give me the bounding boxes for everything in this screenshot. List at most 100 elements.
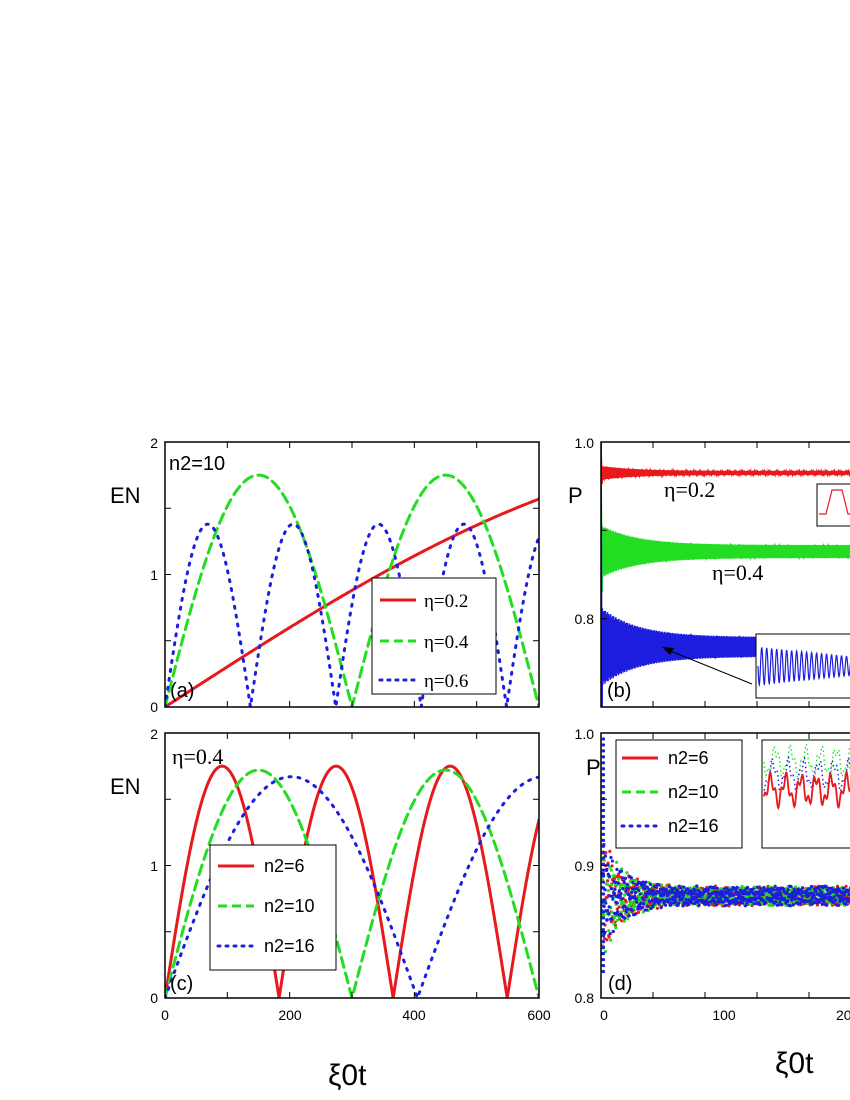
point-d-2 — [773, 884, 777, 888]
point-d-2 — [601, 952, 606, 956]
point-d-2 — [646, 904, 650, 909]
point-d-2 — [734, 888, 738, 892]
point-d-2 — [721, 900, 726, 904]
point-d-2 — [686, 887, 690, 891]
panel-d-xtick-2: 20 — [836, 1007, 850, 1023]
panel-a: 0 1 2 EN n2=10 (a) η=0.2 η=0.4 η=0.6 — [110, 435, 540, 715]
series-b-1 — [601, 442, 850, 593]
point-d-2 — [633, 894, 637, 898]
point-d-2 — [726, 897, 730, 901]
point-d-2 — [809, 884, 814, 889]
point-d-2 — [722, 887, 726, 891]
point-d-2 — [846, 889, 850, 893]
point-d-2 — [601, 826, 606, 831]
point-d-2 — [601, 832, 606, 836]
point-d-2 — [772, 888, 776, 892]
point-d-0 — [606, 879, 610, 883]
point-d-2 — [601, 791, 606, 795]
panel-d-xtick-1: 100 — [712, 1007, 736, 1023]
point-d-2 — [601, 808, 606, 813]
point-d-2 — [732, 893, 736, 897]
point-d-2 — [601, 904, 606, 908]
point-d-2 — [601, 755, 606, 759]
point-d-2 — [689, 901, 694, 905]
point-d-2 — [791, 903, 795, 907]
point-d-2 — [601, 773, 606, 777]
point-d-2 — [735, 885, 739, 889]
point-d-1 — [610, 883, 614, 887]
point-d-2 — [601, 761, 606, 765]
point-d-2 — [642, 902, 646, 906]
panel-d-inset — [761, 739, 850, 849]
point-d-1 — [610, 910, 614, 914]
point-d-2 — [639, 901, 643, 905]
point-d-2 — [715, 886, 719, 890]
point-d-2 — [726, 899, 730, 904]
point-d-2 — [681, 896, 685, 901]
panel-b-annotation-0: η=0.2 — [664, 477, 715, 502]
point-d-2 — [714, 903, 719, 907]
panel-c-ytick-2: 2 — [150, 726, 158, 742]
point-d-2 — [824, 885, 828, 889]
inset-red-frame — [816, 483, 850, 527]
point-d-2 — [650, 904, 655, 909]
point-d-1 — [606, 882, 610, 887]
inset-red-curve — [819, 489, 850, 515]
point-d-1 — [622, 919, 626, 923]
point-d-2 — [641, 880, 645, 884]
point-d-2 — [626, 907, 630, 911]
point-d-2 — [601, 785, 606, 789]
point-d-0 — [605, 938, 609, 942]
point-d-2 — [615, 901, 619, 905]
point-d-2 — [644, 895, 648, 899]
panel-d-xtick-0: 0 — [600, 1007, 608, 1023]
point-d-1 — [617, 915, 621, 920]
panel-d-label: (d) — [608, 973, 632, 995]
point-d-2 — [607, 911, 611, 916]
point-d-2 — [601, 802, 606, 807]
point-d-2 — [834, 898, 838, 902]
point-d-2 — [604, 901, 608, 905]
point-d-2 — [757, 890, 761, 894]
panel-a-ytick-2: 2 — [150, 435, 158, 451]
point-d-0 — [626, 889, 631, 893]
point-d-2 — [810, 902, 814, 906]
panel-d-ytick-2: 1.0 — [575, 726, 595, 742]
point-d-1 — [647, 895, 651, 899]
point-d-2 — [669, 901, 674, 905]
point-d-2 — [662, 893, 666, 897]
series-c-1 — [165, 768, 539, 998]
point-d-2 — [822, 900, 826, 904]
point-d-2 — [774, 900, 778, 904]
point-d-2 — [601, 743, 606, 747]
point-d-1 — [629, 900, 634, 904]
point-d-2 — [644, 880, 648, 884]
point-d-2 — [820, 891, 824, 895]
point-d-2 — [620, 876, 625, 880]
panel-d-legend: n2=6 n2=10 n2=16 — [615, 739, 743, 849]
point-d-2 — [680, 889, 684, 893]
point-d-2 — [788, 904, 792, 908]
point-d-2 — [627, 914, 631, 918]
point-d-2 — [777, 903, 781, 907]
point-d-1 — [608, 865, 612, 869]
point-d-1 — [625, 871, 629, 875]
point-d-2 — [638, 892, 642, 896]
panel-b-annotation-1: η=0.4 — [712, 560, 763, 585]
point-d-2 — [760, 889, 764, 894]
point-d-2 — [601, 957, 606, 962]
point-d-2 — [659, 906, 663, 910]
point-d-2 — [601, 779, 606, 783]
arrow-head — [662, 647, 674, 655]
point-d-2 — [717, 900, 722, 904]
arrow-line — [667, 649, 753, 685]
point-d-2 — [782, 887, 786, 891]
panel-a-annotation: n2=10 — [169, 453, 225, 475]
point-d-2 — [793, 897, 797, 901]
point-d-2 — [658, 898, 662, 903]
point-d-2 — [623, 876, 628, 880]
point-d-2 — [743, 904, 748, 908]
point-d-2 — [657, 883, 661, 887]
point-d-2 — [818, 888, 822, 892]
